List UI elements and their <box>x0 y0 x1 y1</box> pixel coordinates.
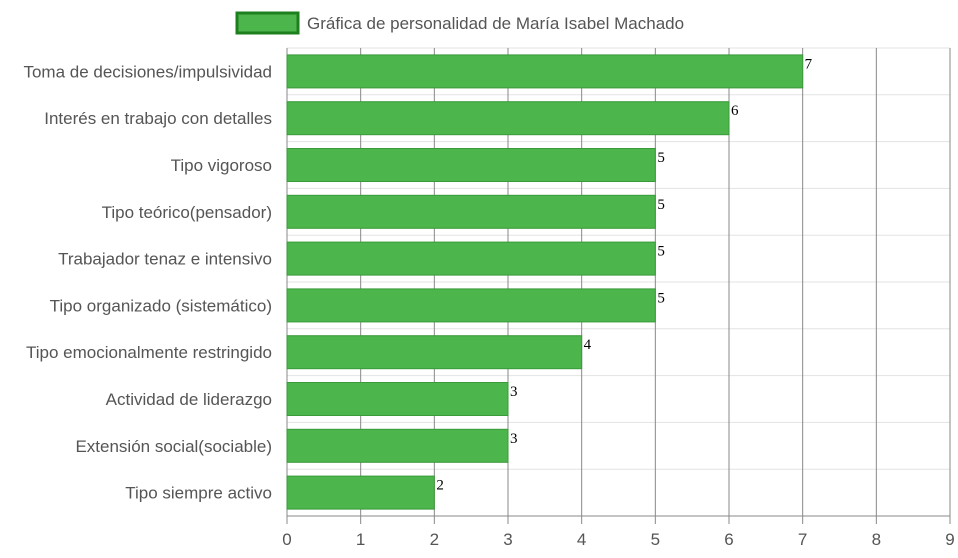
category-label: Toma de decisiones/impulsividad <box>23 62 272 81</box>
bar[interactable] <box>286 194 656 229</box>
bar[interactable] <box>286 101 730 136</box>
legend-label: Gráfica de personalidad de María Isabel … <box>307 14 684 33</box>
category-label: Interés en trabajo con detalles <box>44 109 272 128</box>
x-tick-label: 2 <box>430 530 439 549</box>
data-label: 5 <box>657 244 665 260</box>
data-label: 2 <box>436 478 444 494</box>
data-label: 3 <box>510 431 518 447</box>
category-label: Extensión social(sociable) <box>75 437 272 456</box>
chart-legend[interactable]: Gráfica de personalidad de María Isabel … <box>235 11 684 35</box>
category-label: Actividad de liderazgo <box>106 390 272 409</box>
data-label: 6 <box>731 103 739 119</box>
bar[interactable] <box>286 54 804 89</box>
x-tick-label: 5 <box>651 530 660 549</box>
category-label: Tipo vigoroso <box>171 156 272 175</box>
category-labels: Toma de decisiones/impulsividad Interés e… <box>23 62 272 502</box>
x-tick-label: 6 <box>724 530 733 549</box>
x-tick-label: 4 <box>577 530 586 549</box>
category-label: Tipo emocionalmente restringido <box>26 343 272 362</box>
x-tick-label: 1 <box>356 530 365 549</box>
data-label: 4 <box>584 337 592 353</box>
x-tick-label: 8 <box>872 530 881 549</box>
bar[interactable] <box>286 241 656 276</box>
value-labels: 7 6 5 5 5 5 4 3 3 2 <box>436 56 812 493</box>
data-label: 7 <box>805 56 813 72</box>
bar[interactable] <box>286 335 583 370</box>
x-tick-label: 7 <box>798 530 807 549</box>
x-tick-label: 0 <box>282 530 291 549</box>
data-label: 3 <box>510 384 518 400</box>
chart-bars <box>286 54 804 510</box>
data-label: 5 <box>657 197 665 213</box>
bar[interactable] <box>286 382 509 416</box>
category-label: Tipo siempre activo <box>125 484 272 503</box>
category-label: Trabajador tenaz e intensivo <box>58 250 272 269</box>
x-tick-label: 3 <box>503 530 512 549</box>
bar[interactable] <box>286 475 435 510</box>
x-tick-label: 9 <box>945 530 954 549</box>
bar[interactable] <box>286 288 656 323</box>
data-label: 5 <box>657 150 665 166</box>
legend-swatch <box>235 11 300 35</box>
data-label: 5 <box>657 290 665 306</box>
category-label: Tipo organizado (sistemático) <box>50 296 272 315</box>
category-label: Tipo teórico(pensador) <box>102 203 272 222</box>
bar[interactable] <box>286 148 656 182</box>
bar[interactable] <box>286 428 509 463</box>
x-axis-ticks: 0 1 2 3 4 5 6 7 8 9 <box>282 530 954 549</box>
